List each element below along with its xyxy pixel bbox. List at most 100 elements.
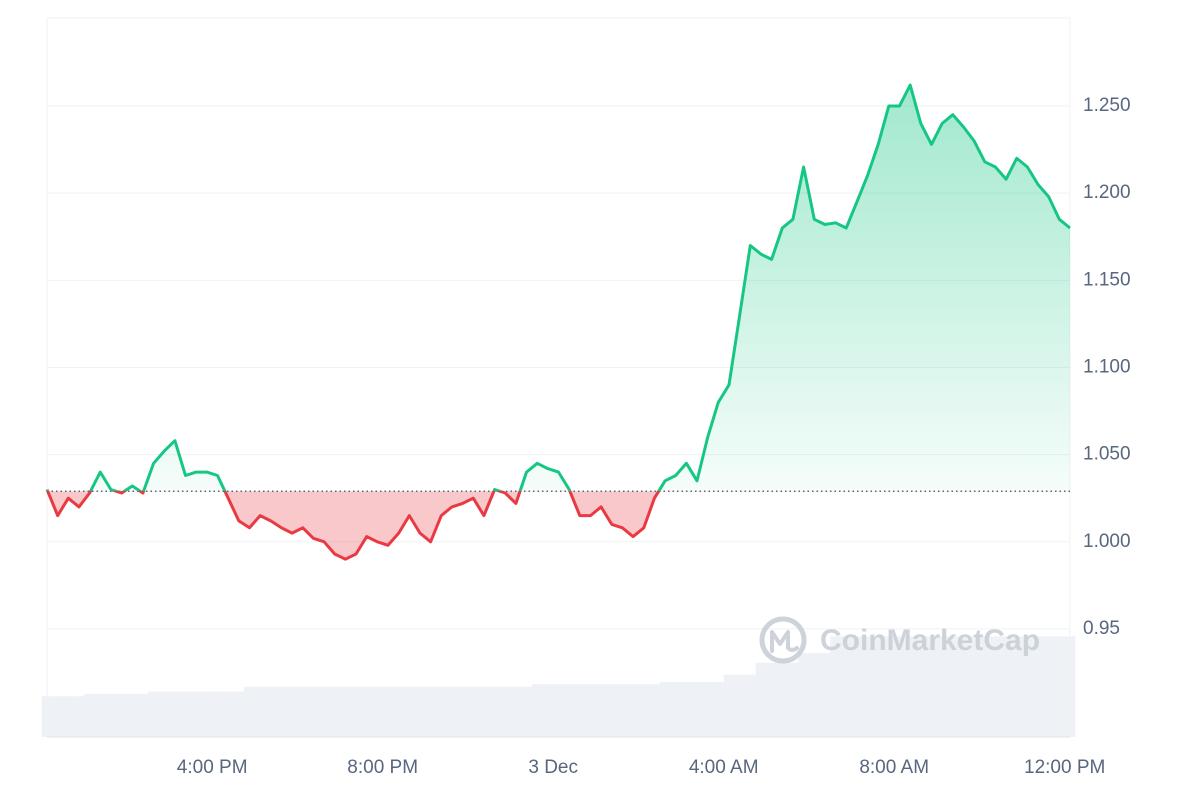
- volume-bar: [116, 693, 127, 737]
- volume-bar: [62, 696, 74, 737]
- x-tick-label: 8:00 AM: [859, 757, 929, 778]
- volume-bar: [681, 681, 692, 737]
- volume-bar: [222, 691, 234, 737]
- volume-bar: [350, 686, 362, 737]
- volume-bar: [201, 691, 213, 737]
- volume-bar: [531, 684, 543, 737]
- volume-bar: [265, 686, 277, 737]
- volume-bar: [286, 686, 298, 737]
- y-tick-label: 1.150: [1083, 269, 1131, 290]
- volume-bar: [457, 686, 468, 737]
- volume-bar: [425, 686, 436, 737]
- volume-bar: [84, 693, 95, 737]
- volume-bar: [94, 693, 106, 737]
- x-tick-label: 8:00 PM: [347, 757, 418, 778]
- x-tick-label: 4:00 PM: [177, 757, 248, 778]
- volume-bar: [361, 686, 373, 737]
- volume-bar: [329, 686, 341, 737]
- volume-bar: [499, 686, 511, 737]
- volume-bar: [585, 684, 596, 737]
- volume-bar: [649, 684, 660, 737]
- volume-bar: [180, 691, 191, 737]
- volume-bar: [542, 684, 554, 737]
- volume-bar: [446, 686, 458, 737]
- volume-bar: [574, 684, 586, 737]
- volume-bar: [606, 684, 618, 737]
- volume-bar: [73, 696, 85, 737]
- volume-bar: [467, 686, 479, 737]
- volume-bar: [691, 681, 703, 737]
- volume-bar: [819, 653, 831, 737]
- y-tick-label: 1.200: [1083, 182, 1131, 203]
- y-tick-label: 1.000: [1083, 531, 1131, 552]
- volume-bar: [372, 686, 383, 737]
- volume-bar: [659, 681, 671, 737]
- volume-bar: [276, 686, 287, 737]
- watermark-text: CoinMarketCap: [820, 624, 1040, 657]
- volume-bar: [979, 636, 991, 737]
- plot-layer: [45, 83, 1071, 561]
- x-tick-label: 3 Dec: [528, 757, 578, 778]
- volume-bar: [1032, 636, 1044, 737]
- volume-bar: [787, 662, 799, 737]
- volume-bar: [52, 696, 63, 737]
- volume-bar: [915, 636, 927, 737]
- volume-bar: [958, 636, 969, 737]
- volume-bar: [830, 636, 841, 737]
- volume-bar: [158, 691, 170, 737]
- volume-bar: [553, 684, 564, 737]
- watermark-logo: [759, 616, 807, 664]
- volume-bar: [137, 693, 149, 737]
- volume-layer: [41, 636, 1076, 737]
- watermark-logo: [770, 630, 799, 653]
- volume-bar: [244, 686, 255, 737]
- y-tick-label: 1.100: [1083, 356, 1131, 377]
- price-line: [45, 83, 1071, 561]
- volume-bar: [105, 693, 117, 737]
- volume-bar: [190, 691, 202, 737]
- volume-bar: [627, 684, 639, 737]
- volume-bar: [297, 686, 309, 737]
- volume-bar: [990, 636, 1001, 737]
- volume-bar: [702, 681, 714, 737]
- x-tick-label: 4:00 AM: [689, 757, 759, 778]
- volume-bar: [936, 636, 948, 737]
- volume-bar: [254, 686, 266, 737]
- volume-bar: [713, 681, 724, 737]
- volume-bar: [318, 686, 330, 737]
- volume-bar: [744, 674, 756, 737]
- y-tick-label: 1.250: [1083, 95, 1131, 116]
- volume-bar: [1000, 636, 1012, 737]
- volume-bar: [212, 691, 223, 737]
- volume-bar: [840, 636, 852, 737]
- volume-bar: [382, 686, 394, 737]
- volume-bar: [169, 691, 181, 737]
- volume-bar: [862, 636, 873, 737]
- watermark: CoinMarketCap: [759, 616, 1040, 664]
- volume-bar: [798, 653, 809, 737]
- x-tick-label: 12:00 PM: [1024, 757, 1105, 778]
- volume-bar: [148, 691, 159, 737]
- volume-bar: [723, 674, 735, 737]
- volume-bar: [233, 691, 245, 737]
- volume-bar: [595, 684, 607, 737]
- volume-bar: [670, 681, 682, 737]
- price-area: [47, 85, 1070, 560]
- volume-bar: [521, 686, 532, 737]
- volume-bar: [734, 674, 745, 737]
- volume-bar: [340, 686, 351, 737]
- volume-bar: [617, 684, 628, 737]
- volume-bar: [510, 686, 522, 737]
- volume-bar: [894, 636, 905, 737]
- volume-bar: [1054, 636, 1065, 737]
- volume-bar: [435, 686, 447, 737]
- volume-bar: [489, 686, 500, 737]
- volume-bar: [926, 636, 937, 737]
- volume-bar: [478, 686, 490, 737]
- volume-bar: [968, 636, 980, 737]
- volume-bar: [393, 686, 404, 737]
- volume-bar: [947, 636, 959, 737]
- volume-bar: [755, 662, 767, 737]
- volume-bar: [766, 662, 777, 737]
